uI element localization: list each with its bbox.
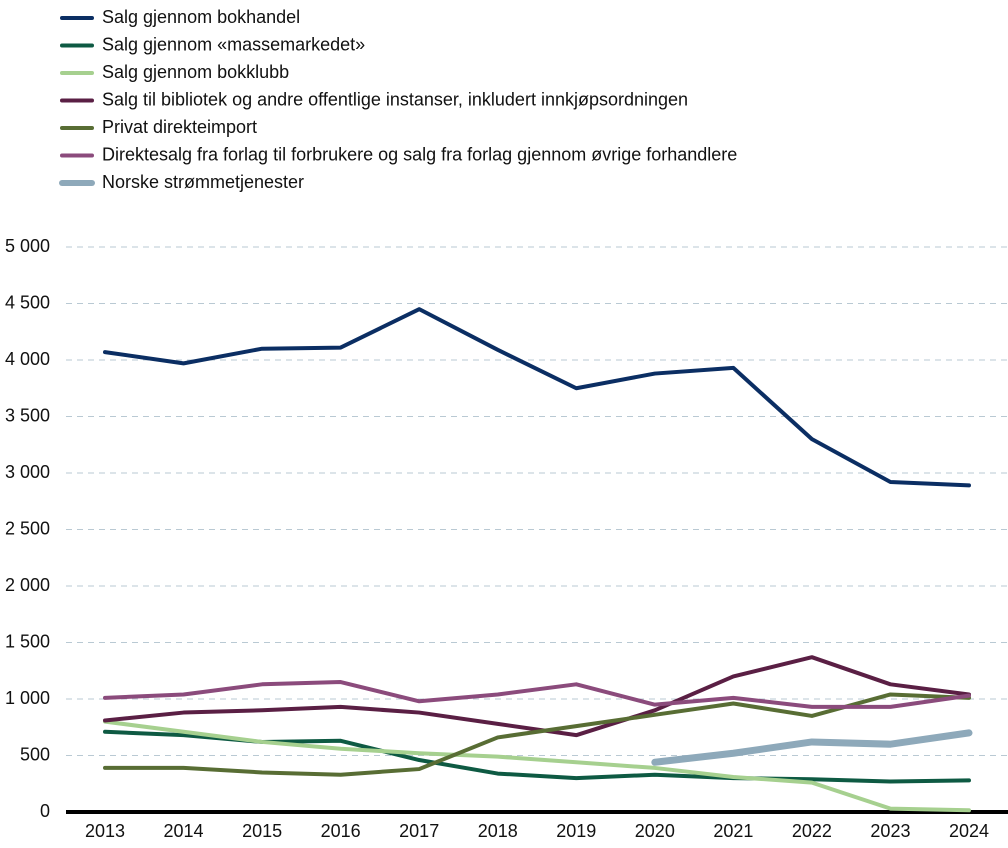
x-tick-label: 2024 — [949, 821, 989, 841]
y-tick-label: 0 — [40, 801, 50, 821]
legend-label: Salg gjennom «massemarkedet» — [102, 34, 365, 54]
legend-label: Direktesalg fra forlag til forbrukere og… — [102, 144, 737, 164]
series-line — [103, 655, 971, 738]
series-line — [103, 692, 971, 777]
y-tick-label: 3 000 — [5, 462, 50, 482]
x-tick-label: 2014 — [164, 821, 204, 841]
x-tick-label: 2018 — [478, 821, 518, 841]
legend-label: Salg gjennom bokklubb — [102, 62, 289, 82]
x-tick-label: 2022 — [792, 821, 832, 841]
x-tick-label: 2023 — [870, 821, 910, 841]
x-tick-label: 2013 — [85, 821, 125, 841]
y-tick-label: 500 — [20, 744, 50, 764]
x-tick-label: 2021 — [713, 821, 753, 841]
series-line — [103, 307, 971, 488]
series-line — [651, 729, 973, 766]
x-tick-label: 2015 — [242, 821, 282, 841]
x-tick-label: 2017 — [399, 821, 439, 841]
y-tick-label: 4 500 — [5, 292, 50, 312]
y-tick-label: 3 500 — [5, 405, 50, 425]
legend-label: Salg til bibliotek og andre offentlige i… — [102, 89, 688, 109]
x-tick-label: 2016 — [321, 821, 361, 841]
y-tick-label: 1 000 — [5, 688, 50, 708]
legend-label: Salg gjennom bokhandel — [102, 7, 300, 27]
y-tick-label: 4 000 — [5, 349, 50, 369]
y-tick-label: 1 500 — [5, 631, 50, 651]
x-tick-label: 2019 — [556, 821, 596, 841]
y-tick-label: 2 500 — [5, 518, 50, 538]
series-line — [103, 680, 971, 709]
series-line — [103, 719, 971, 813]
legend-label: Privat direkteimport — [102, 117, 257, 137]
y-tick-label: 5 000 — [5, 236, 50, 256]
legend-label: Norske strømmetjenester — [102, 172, 304, 192]
x-tick-label: 2020 — [635, 821, 675, 841]
y-tick-label: 2 000 — [5, 575, 50, 595]
